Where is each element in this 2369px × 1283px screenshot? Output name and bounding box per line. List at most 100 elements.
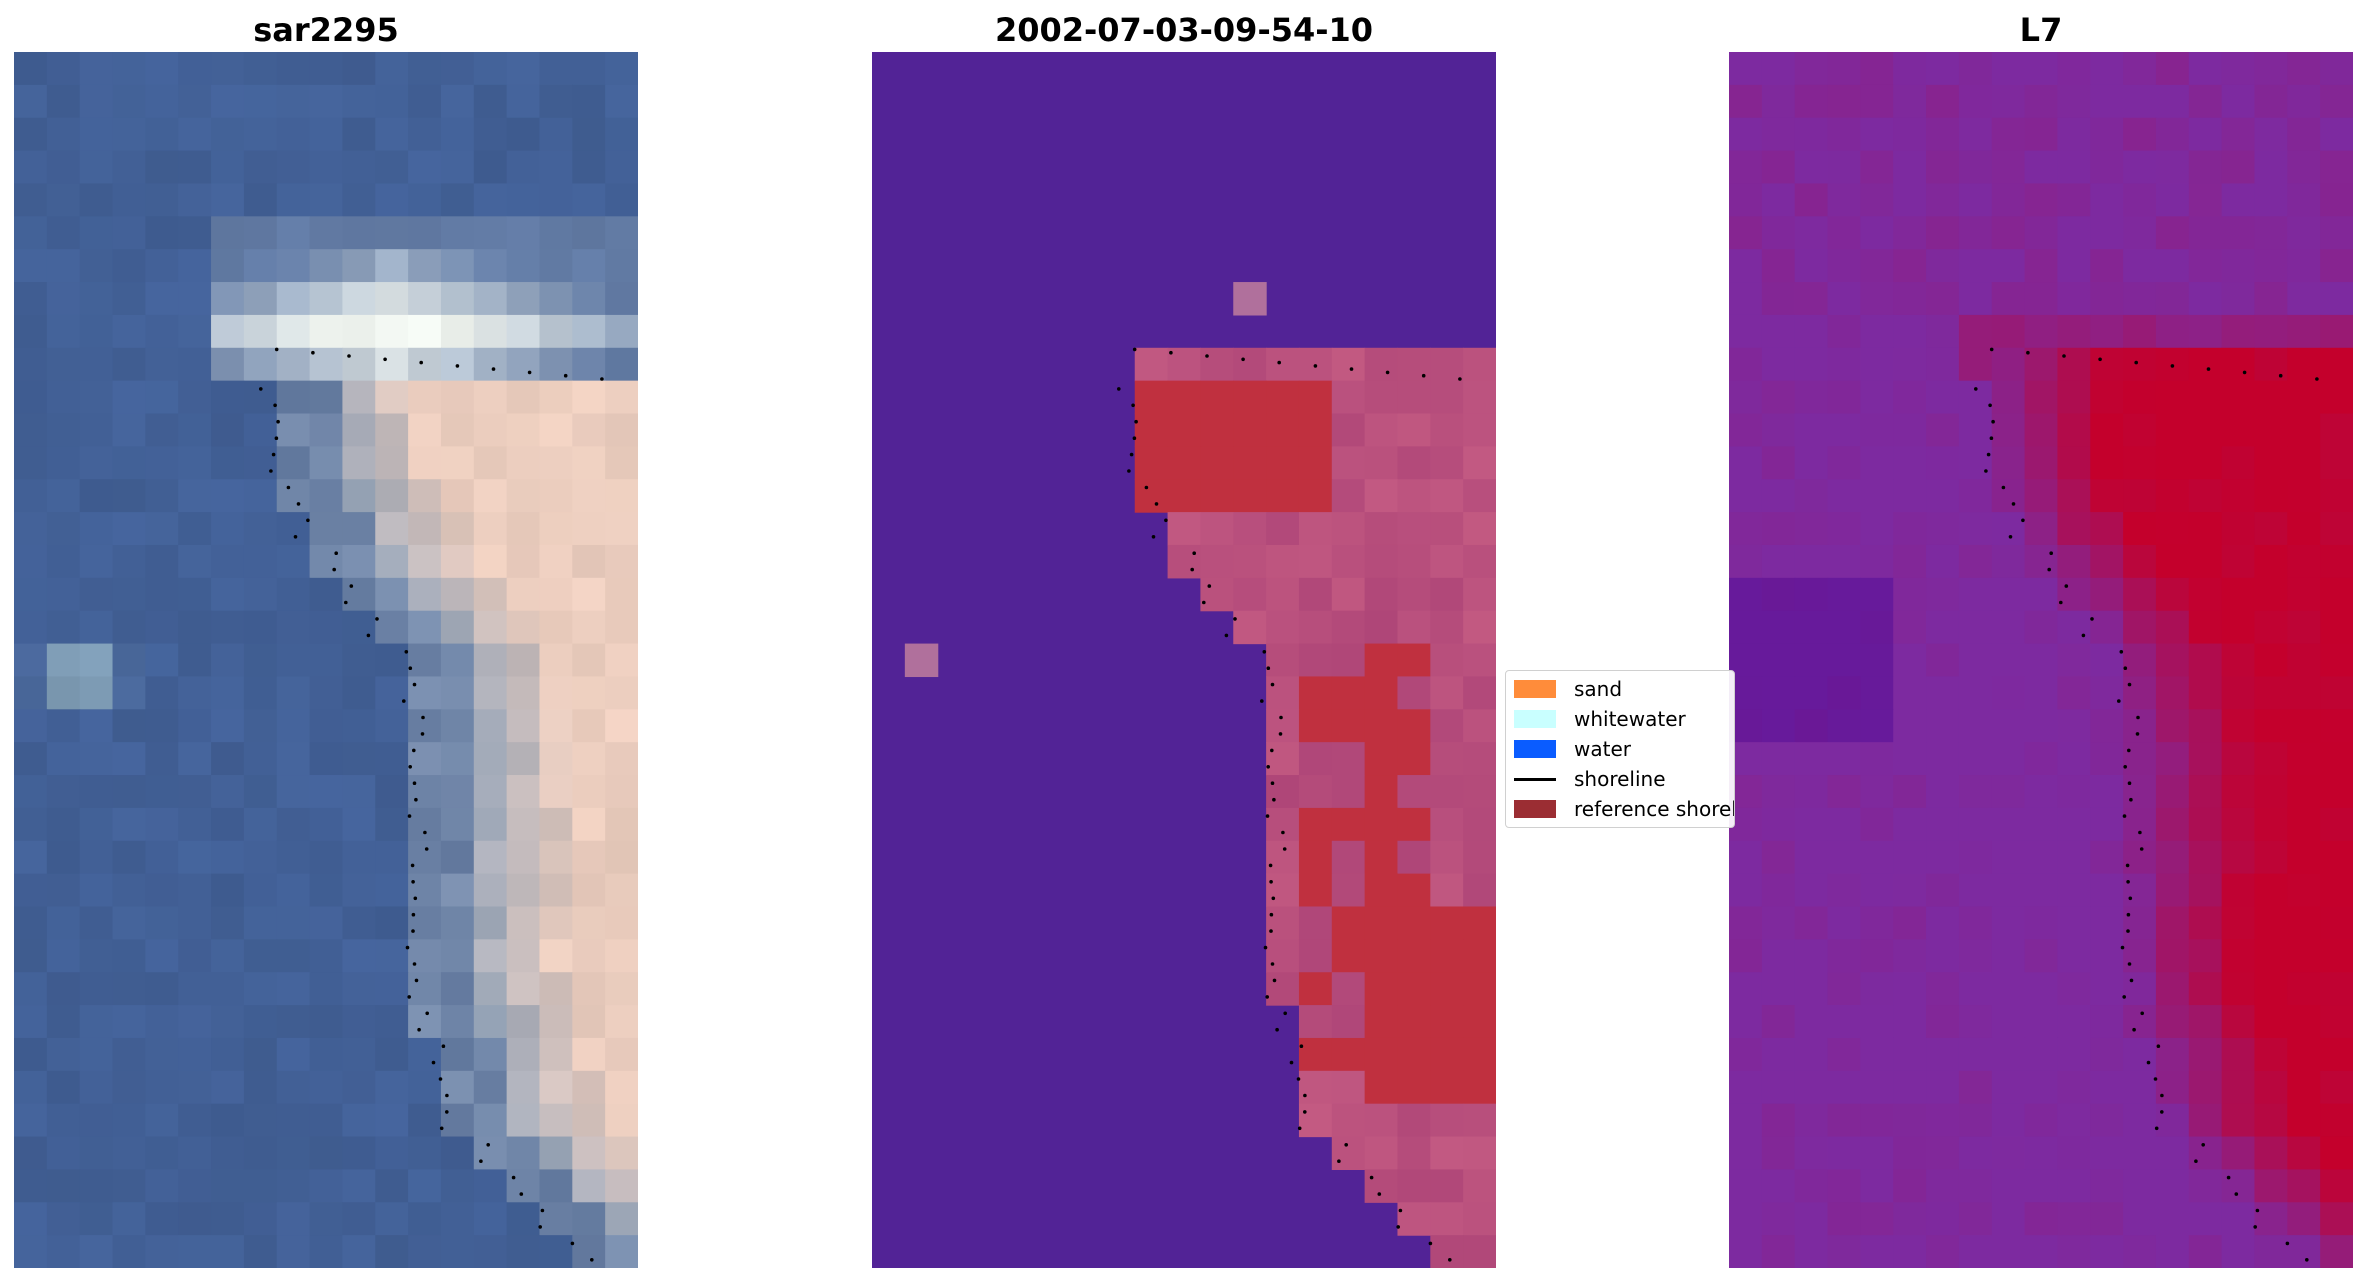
rgb-pixel — [342, 807, 376, 842]
rgb-pixel — [342, 544, 376, 579]
index-pixel — [2090, 709, 2124, 743]
index-pixel — [1761, 413, 1796, 447]
rgb-pixel — [572, 380, 606, 415]
rgb-pixel — [473, 643, 508, 678]
index-pixel — [1794, 1070, 1829, 1105]
rgb-pixel — [243, 906, 278, 940]
rgb-pixel — [572, 807, 606, 842]
shoreline-point — [2064, 584, 2069, 588]
index-pixel — [2188, 873, 2223, 908]
class-pixel — [1463, 512, 1496, 546]
rgb-pixel — [145, 1169, 179, 1203]
rgb-pixel — [605, 347, 638, 382]
rgb-pixel — [145, 183, 179, 217]
index-pixel — [2090, 479, 2124, 513]
rgb-pixel — [276, 282, 311, 316]
index-pixel — [2287, 150, 2321, 185]
rgb-pixel — [440, 840, 475, 875]
shoreline-point — [2194, 1159, 2198, 1163]
index-pixel — [1893, 1136, 1927, 1170]
rgb-pixel — [178, 52, 212, 86]
index-pixel — [1729, 577, 1763, 612]
index-pixel — [1827, 1235, 1861, 1268]
index-pixel — [2287, 52, 2321, 86]
rgb-pixel — [572, 1070, 606, 1105]
class-pixel — [1331, 512, 1366, 546]
legend-swatch-sand — [1514, 680, 1556, 698]
index-pixel — [2287, 446, 2321, 480]
index-pixel — [1991, 709, 2026, 743]
shoreline-point — [2129, 978, 2134, 983]
index-pixel — [1893, 1235, 1927, 1268]
rgb-pixel — [440, 1136, 475, 1170]
rgb-pixel — [572, 709, 606, 743]
rgb-pixel — [178, 413, 212, 447]
index-pixel — [1860, 643, 1894, 678]
index-pixel — [1794, 643, 1829, 678]
rgb-pixel — [605, 742, 638, 776]
index-pixel — [1991, 1103, 2026, 1138]
index-pixel — [2024, 1202, 2059, 1236]
class-pixel — [1430, 873, 1464, 908]
index-pixel — [2188, 1136, 2223, 1170]
index-pixel — [1958, 643, 1993, 678]
index-pixel — [1991, 742, 2026, 776]
rgb-pixel — [276, 840, 311, 875]
rgb-pixel — [145, 577, 179, 612]
rgb-pixel — [79, 314, 114, 349]
rgb-pixel — [276, 216, 311, 250]
shoreline-point — [1263, 945, 1268, 950]
rgb-pixel — [375, 610, 409, 645]
index-pixel — [1958, 840, 1993, 875]
index-pixel — [1958, 249, 1993, 283]
rgb-pixel — [506, 347, 541, 382]
index-pixel — [1794, 939, 1829, 973]
shoreline-point — [1265, 814, 1270, 818]
rgb-pixel — [14, 314, 48, 349]
index-pixel — [2123, 1202, 2157, 1236]
class-pixel — [1266, 380, 1300, 415]
rgb-pixel — [539, 775, 573, 809]
rgb-pixel — [342, 972, 376, 1006]
shoreline-point — [2119, 650, 2124, 654]
rgb-pixel — [506, 1202, 541, 1236]
index-pixel — [2188, 775, 2223, 809]
shoreline-point — [2129, 797, 2133, 802]
rgb-pixel — [440, 117, 475, 152]
rgb-pixel — [112, 775, 146, 809]
index-pixel — [2320, 1037, 2353, 1072]
class-pixel — [1397, 807, 1431, 842]
index-pixel — [2155, 610, 2190, 645]
rgb-pixel — [211, 1136, 245, 1170]
index-pixel — [2057, 380, 2091, 415]
index-pixel — [2320, 117, 2353, 152]
class-pixel — [1463, 775, 1496, 809]
shoreline-point — [2201, 1143, 2205, 1147]
index-pixel — [2090, 1169, 2124, 1203]
index-pixel — [2090, 413, 2124, 447]
rgb-pixel — [46, 873, 81, 908]
class-pixel — [1266, 610, 1300, 645]
index-pixel — [1827, 446, 1861, 480]
shoreline-point — [1299, 1044, 1304, 1048]
shoreline-point — [2047, 567, 2051, 572]
rgb-pixel — [14, 939, 48, 973]
rgb-pixel — [408, 183, 442, 217]
class-pixel — [1200, 380, 1234, 415]
class-pixel — [1200, 347, 1234, 382]
rgb-pixel — [243, 775, 278, 809]
index-pixel — [2287, 807, 2321, 842]
class-pixel — [1266, 347, 1300, 382]
rgb-pixel — [440, 52, 475, 86]
index-pixel — [2221, 544, 2256, 579]
class-pixel — [1298, 380, 1333, 415]
index-pixel — [2057, 1136, 2091, 1170]
index-pixel — [2024, 84, 2059, 119]
index-pixel — [1827, 709, 1861, 743]
rgb-pixel — [440, 1070, 475, 1105]
rgb-pixel — [46, 1070, 81, 1105]
rgb-pixel — [506, 380, 541, 415]
index-pixel — [2123, 446, 2157, 480]
rgb-pixel — [309, 117, 344, 152]
rgb-pixel — [14, 577, 48, 612]
